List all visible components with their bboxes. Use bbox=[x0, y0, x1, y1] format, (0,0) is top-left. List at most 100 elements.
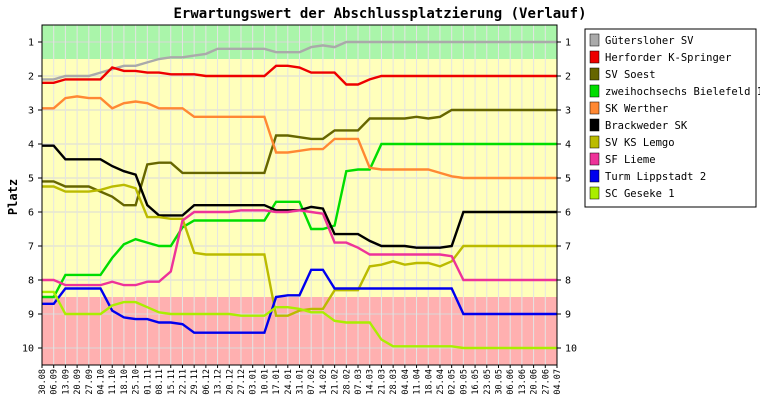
x-tick-label: 02.05 bbox=[448, 369, 458, 395]
x-tick-label: 27.12 bbox=[237, 369, 247, 395]
x-tick-label: 30.05 bbox=[494, 369, 504, 395]
y-axis-ticks: 1 1 2 2 3 3 4 4 5 5 6 6 7 7 8 8 9 9 10 10 bbox=[22, 38, 577, 355]
x-tick-label: 14.02 bbox=[319, 369, 329, 395]
x-tick-label: 29.11 bbox=[190, 369, 200, 395]
x-tick-label: 03.01 bbox=[249, 369, 259, 395]
series-lines bbox=[42, 40, 557, 350]
x-tick-label: 28.03 bbox=[389, 369, 399, 395]
x-tick-label: 17.01 bbox=[272, 369, 282, 395]
legend-label: Gütersloher SV bbox=[605, 35, 694, 47]
x-tick-label: 20.06 bbox=[530, 369, 540, 395]
y-tick-label-right: 5 bbox=[565, 174, 571, 185]
series-line-8 bbox=[42, 268, 557, 334]
y-tick-label-left: 4 bbox=[28, 140, 34, 151]
y-tick-label-right: 10 bbox=[565, 344, 577, 355]
series-line-7 bbox=[42, 209, 557, 287]
y-tick-label-left: 10 bbox=[22, 344, 34, 355]
x-tick-label: 27.06 bbox=[541, 369, 551, 395]
x-tick-label: 15.11 bbox=[167, 369, 177, 395]
legend-label: SV Soest bbox=[605, 69, 656, 81]
y-tick-label-right: 6 bbox=[565, 208, 571, 219]
x-tick-label: 20.09 bbox=[73, 369, 83, 395]
x-tick-label: 06.09 bbox=[50, 369, 60, 395]
x-tick-label: 16.05 bbox=[471, 369, 481, 395]
x-tick-label: 09.05 bbox=[459, 369, 469, 395]
legend-swatch bbox=[589, 118, 600, 132]
x-tick-label: 18.04 bbox=[424, 369, 434, 395]
x-tick-label: 13.12 bbox=[214, 369, 224, 395]
y-tick-label-left: 7 bbox=[28, 242, 34, 253]
series-line-9 bbox=[42, 290, 557, 350]
y-tick-label-left: 1 bbox=[28, 38, 34, 49]
legend-swatch bbox=[589, 152, 600, 166]
x-tick-label: 25.04 bbox=[436, 369, 446, 395]
y-tick-label-right: 4 bbox=[565, 140, 571, 151]
x-tick-label: 11.04 bbox=[413, 369, 423, 395]
legend-label: Turm Lippstadt 2 bbox=[605, 171, 706, 183]
legend-swatch bbox=[589, 84, 600, 98]
legend-label: SF Lieme bbox=[605, 154, 656, 166]
y-tick-label-right: 1 bbox=[565, 38, 571, 49]
y-tick-label-right: 2 bbox=[565, 72, 571, 83]
x-tick-label: 27.09 bbox=[85, 369, 95, 395]
x-tick-label: 25.10 bbox=[132, 369, 142, 395]
legend-label: zweihochsechs Bielefeld 1 bbox=[605, 86, 760, 98]
x-tick-label: 14.03 bbox=[366, 369, 376, 395]
legend-swatch bbox=[589, 67, 600, 81]
y-tick-label-left: 6 bbox=[28, 208, 34, 219]
x-tick-label: 18.10 bbox=[120, 369, 130, 395]
x-tick-label: 10.01 bbox=[260, 369, 270, 395]
legend-label: SV KS Lemgo bbox=[605, 137, 675, 149]
series-line-1 bbox=[42, 64, 557, 86]
legend: Gütersloher SV Herforder K-Springer SV Soe… bbox=[584, 28, 760, 208]
x-tick-label: 04.10 bbox=[97, 369, 107, 395]
x-tick-label: 06.12 bbox=[202, 369, 212, 395]
legend-swatch bbox=[589, 169, 600, 183]
x-axis-ticks: 30.08 06.09 13.09 20.09 27.09 04.10 11.10 18.10… bbox=[38, 365, 563, 395]
x-tick-label: 20.12 bbox=[225, 369, 235, 395]
series-line-0 bbox=[42, 40, 557, 81]
y-tick-label-right: 3 bbox=[565, 106, 571, 117]
x-tick-label: 28.02 bbox=[342, 369, 352, 395]
x-tick-label: 21.02 bbox=[331, 369, 341, 395]
x-tick-label: 07.03 bbox=[354, 369, 364, 395]
legend-swatch bbox=[589, 33, 600, 47]
x-tick-label: 23.05 bbox=[483, 369, 493, 395]
x-tick-label: 11.10 bbox=[108, 369, 118, 395]
y-tick-label-right: 9 bbox=[565, 310, 571, 321]
x-tick-label: 01.11 bbox=[143, 369, 153, 395]
y-tick-label-right: 7 bbox=[565, 242, 571, 253]
x-tick-label: 07.02 bbox=[307, 369, 317, 395]
legend-label: Herforder K-Springer bbox=[605, 52, 731, 64]
y-tick-label-left: 5 bbox=[28, 174, 34, 185]
legend-box bbox=[584, 28, 757, 208]
legend-swatch bbox=[589, 186, 600, 200]
series-line-3 bbox=[42, 142, 557, 299]
y-axis-label: Platz bbox=[6, 179, 20, 215]
x-tick-label: 04.07 bbox=[553, 369, 563, 395]
x-tick-label: 21.03 bbox=[377, 369, 387, 395]
series-line-2 bbox=[42, 108, 557, 207]
x-tick-label: 30.08 bbox=[38, 369, 48, 395]
y-tick-label-left: 2 bbox=[28, 72, 34, 83]
legend-swatch bbox=[589, 101, 600, 115]
chart-title: Erwartungswert der Abschlussplatzierung … bbox=[173, 6, 586, 22]
x-tick-label: 08.11 bbox=[155, 369, 165, 395]
legend-label: SC Geseke 1 bbox=[605, 188, 675, 200]
legend-label: Brackweder SK bbox=[605, 120, 688, 132]
legend-swatch bbox=[589, 135, 600, 149]
x-tick-label: 31.01 bbox=[296, 369, 306, 395]
y-tick-label-right: 8 bbox=[565, 276, 571, 287]
y-tick-label-left: 8 bbox=[28, 276, 34, 287]
legend-swatch bbox=[589, 50, 600, 64]
series-line-6 bbox=[42, 183, 557, 317]
x-tick-label: 06.06 bbox=[506, 369, 516, 395]
y-tick-label-left: 9 bbox=[28, 310, 34, 321]
x-tick-label: 13.09 bbox=[61, 369, 71, 395]
y-tick-label-left: 3 bbox=[28, 106, 34, 117]
series-line-4 bbox=[42, 95, 557, 180]
x-tick-label: 22.11 bbox=[178, 369, 188, 395]
x-tick-label: 13.06 bbox=[518, 369, 528, 395]
legend-label: SK Werther bbox=[605, 103, 668, 115]
